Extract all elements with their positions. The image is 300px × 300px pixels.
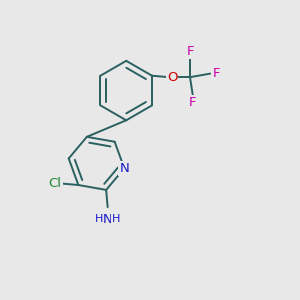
Text: F: F [189, 96, 197, 109]
Text: Cl: Cl [49, 177, 62, 190]
Text: H: H [95, 214, 103, 224]
Text: H: H [112, 214, 120, 224]
Text: F: F [212, 67, 220, 80]
Text: N: N [103, 212, 112, 226]
Text: F: F [186, 44, 194, 58]
Text: N: N [119, 162, 129, 175]
Text: O: O [167, 71, 177, 84]
